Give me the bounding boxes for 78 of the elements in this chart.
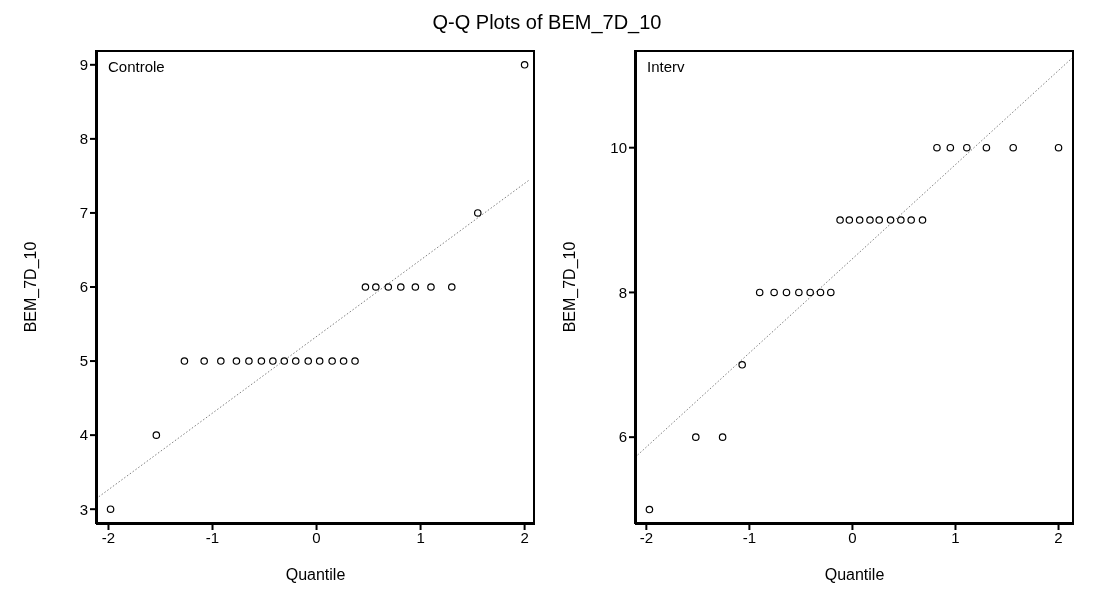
point xyxy=(291,357,300,365)
point xyxy=(738,360,746,369)
point xyxy=(245,357,253,365)
point xyxy=(411,283,420,291)
point xyxy=(845,216,854,224)
point xyxy=(692,433,700,441)
point xyxy=(645,505,654,514)
y-tick-label: 6 xyxy=(79,278,88,296)
point xyxy=(351,357,359,365)
point xyxy=(339,357,348,365)
point xyxy=(770,288,778,297)
x-tick-label: -2 xyxy=(101,528,116,546)
point xyxy=(447,283,456,291)
y-tick-label: 3 xyxy=(79,500,88,518)
point xyxy=(280,357,289,365)
x-tick-label: -1 xyxy=(742,528,757,546)
y-tick-label: 7 xyxy=(79,204,88,222)
y-axis-title: BEM_7D_10 xyxy=(21,241,40,333)
point xyxy=(304,357,313,365)
point xyxy=(200,357,208,365)
point xyxy=(836,216,844,224)
point xyxy=(855,216,864,224)
point xyxy=(372,283,380,291)
point xyxy=(755,288,764,297)
point xyxy=(866,216,874,224)
y-tick-label: 4 xyxy=(79,426,88,444)
point xyxy=(269,357,277,365)
point xyxy=(782,288,791,297)
annotation: Interv xyxy=(647,58,685,75)
point xyxy=(806,288,814,297)
point xyxy=(907,216,915,224)
point xyxy=(963,143,971,152)
x-tick-label: 1 xyxy=(951,528,960,546)
x-axis-title: Quantile xyxy=(285,566,346,583)
x-tick-label: 0 xyxy=(848,528,857,546)
y-tick-label: 8 xyxy=(618,283,627,301)
point xyxy=(827,288,835,297)
y-tick-label: 10 xyxy=(610,139,627,157)
point xyxy=(795,288,803,297)
point xyxy=(257,357,266,365)
point xyxy=(718,433,727,441)
point xyxy=(232,357,241,365)
point xyxy=(328,357,336,365)
x-tick-label: 2 xyxy=(520,528,529,546)
x-axis-title: Quantile xyxy=(824,566,885,583)
point xyxy=(152,431,161,439)
point xyxy=(180,357,189,365)
point xyxy=(886,216,895,224)
point xyxy=(946,143,955,152)
point xyxy=(473,209,482,217)
point xyxy=(933,143,941,152)
point xyxy=(982,143,991,152)
point xyxy=(427,283,435,291)
y-axis-title: BEM_7D_10 xyxy=(560,241,579,333)
point xyxy=(397,283,405,291)
x-tick-label: -1 xyxy=(205,528,220,546)
point xyxy=(897,216,905,224)
point xyxy=(816,288,825,297)
point xyxy=(106,505,115,513)
point xyxy=(520,61,529,69)
point xyxy=(217,357,225,365)
point xyxy=(918,216,927,224)
y-tick-label: 9 xyxy=(79,56,88,74)
y-tick-label: 6 xyxy=(618,428,627,446)
x-tick-label: -2 xyxy=(639,528,654,546)
chart-title: Q-Q Plots of BEM_7D_10 xyxy=(431,10,663,36)
y-tick-label: 8 xyxy=(79,130,88,148)
point xyxy=(384,283,393,291)
point xyxy=(1054,143,1063,152)
point xyxy=(1009,143,1017,152)
annotation: Controle xyxy=(108,58,165,75)
x-tick-label: 0 xyxy=(312,528,321,546)
point xyxy=(361,283,370,291)
x-tick-label: 1 xyxy=(416,528,425,546)
point xyxy=(315,357,324,365)
x-tick-label: 2 xyxy=(1054,528,1063,546)
y-tick-label: 5 xyxy=(79,352,88,370)
point xyxy=(875,216,884,224)
